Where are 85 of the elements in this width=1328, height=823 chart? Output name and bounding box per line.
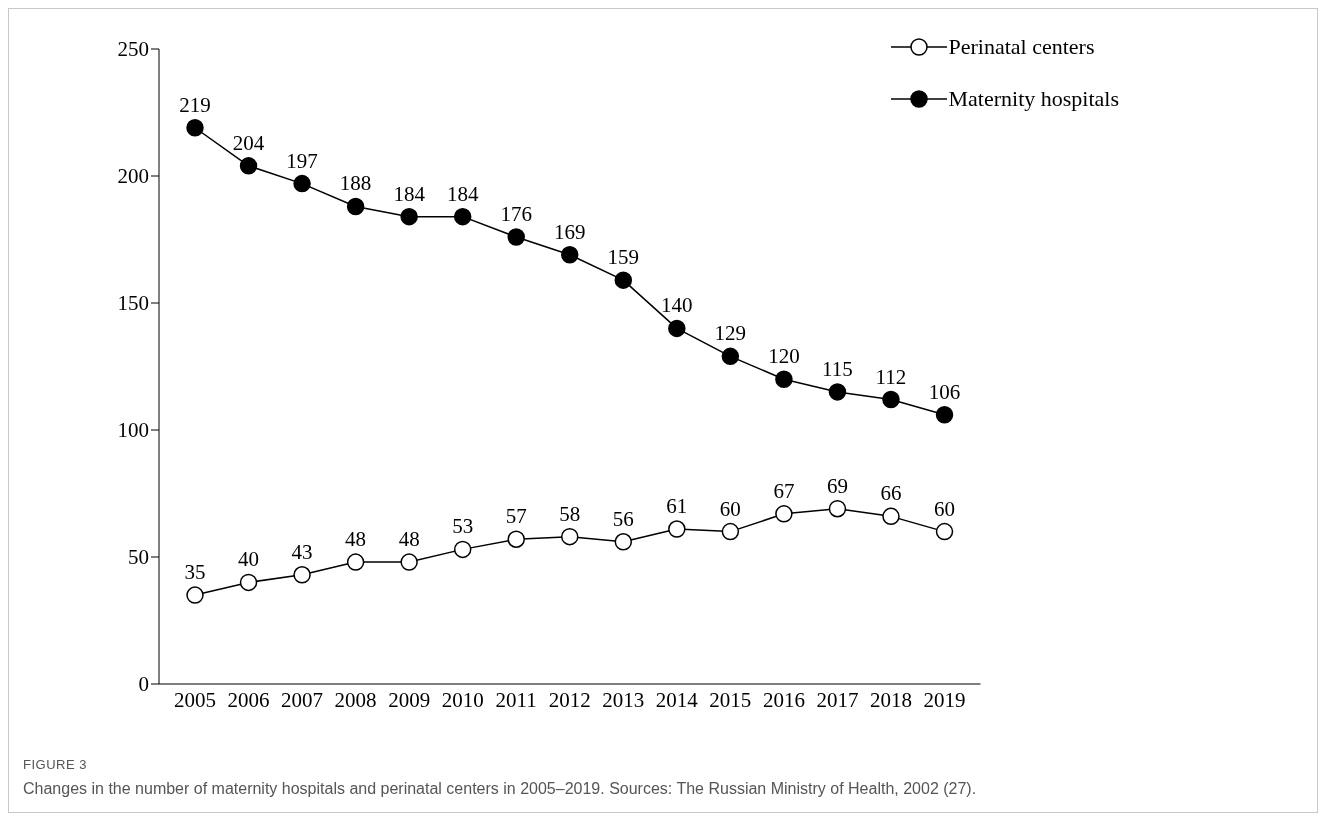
data-label: 56 xyxy=(612,506,634,531)
point xyxy=(453,540,472,559)
data-label: 140 xyxy=(661,293,693,318)
data-label: 61 xyxy=(666,494,688,519)
y-tick-label: 0 xyxy=(138,672,149,697)
x-tick-label: 2018 xyxy=(869,687,912,712)
y-tick-label: 200 xyxy=(117,164,149,189)
point xyxy=(186,118,204,137)
point xyxy=(721,347,740,366)
legend-label: Maternity hospitals xyxy=(948,86,1119,112)
x-tick-label: 2007 xyxy=(281,687,324,712)
point xyxy=(935,406,954,424)
data-label: 60 xyxy=(934,496,956,521)
point xyxy=(614,271,633,289)
point xyxy=(668,319,686,338)
x-tick-label: 2009 xyxy=(388,687,431,712)
point xyxy=(507,228,525,246)
point xyxy=(668,520,686,538)
x-tick-label: 2012 xyxy=(548,687,591,712)
point xyxy=(775,505,793,523)
y-tick-label: 150 xyxy=(117,291,149,316)
data-label: 69 xyxy=(826,473,848,498)
point xyxy=(614,533,633,551)
point xyxy=(828,499,847,518)
data-label: 115 xyxy=(822,356,853,381)
data-label: 58 xyxy=(559,501,581,526)
point xyxy=(775,370,793,388)
data-label: 112 xyxy=(875,364,907,389)
point xyxy=(561,245,579,264)
x-tick-label: 2016 xyxy=(762,687,805,712)
data-label: 169 xyxy=(554,219,586,244)
point xyxy=(293,566,311,584)
x-tick-label: 2019 xyxy=(923,687,966,712)
data-label: 48 xyxy=(398,527,420,552)
y-tick-label: 250 xyxy=(117,37,149,62)
point xyxy=(882,390,900,409)
point xyxy=(882,507,900,526)
caption: FIGURE 3 xyxy=(23,757,88,772)
point xyxy=(721,522,740,541)
data-label: 66 xyxy=(880,481,902,506)
data-label: 120 xyxy=(768,344,800,369)
legend-label: Perinatal centers xyxy=(948,34,1095,60)
y-tick-label: 100 xyxy=(117,418,149,443)
data-label: 159 xyxy=(607,245,640,270)
point xyxy=(400,207,418,226)
data-label: 188 xyxy=(339,171,372,196)
point xyxy=(239,157,258,175)
data-label: 48 xyxy=(345,527,367,552)
data-label: 129 xyxy=(714,321,747,346)
data-label: 106 xyxy=(928,379,961,404)
point xyxy=(507,530,525,548)
data-label: 184 xyxy=(446,181,479,206)
point xyxy=(293,174,311,193)
data-label: 60 xyxy=(719,496,741,521)
y-tick-label: 50 xyxy=(128,545,149,570)
point xyxy=(935,522,954,541)
point xyxy=(561,527,579,546)
data-label: 67 xyxy=(773,478,795,503)
x-tick-label: 2014 xyxy=(655,687,699,712)
data-label: 35 xyxy=(184,560,206,585)
point xyxy=(346,553,365,571)
data-label: 57 xyxy=(505,504,527,529)
data-label: 204 xyxy=(232,130,265,155)
data-label: 43 xyxy=(291,539,313,564)
x-tick-label: 2017 xyxy=(816,687,859,712)
point xyxy=(400,553,418,571)
point xyxy=(828,383,847,401)
data-label: 40 xyxy=(238,547,260,572)
point xyxy=(186,586,204,604)
x-tick-label: 2006 xyxy=(227,687,270,712)
data-label: 176 xyxy=(500,201,532,226)
data-label: 219 xyxy=(179,92,211,117)
data-label: 197 xyxy=(286,148,318,173)
data-label: 53 xyxy=(452,514,474,539)
data-label: 184 xyxy=(393,181,426,206)
point xyxy=(239,573,258,592)
x-tick-label: 2011 xyxy=(495,687,537,712)
x-tick-label: 2015 xyxy=(709,687,752,712)
x-tick-label: 2005 xyxy=(174,687,216,712)
point xyxy=(346,197,365,216)
point xyxy=(453,207,472,226)
x-tick-label: 2013 xyxy=(602,687,645,712)
text: Changes in the number of maternity hospitals and perinatal centers in 2005–2019. Sources: The Russian Ministry of Health, 2002 (27). xyxy=(23,780,977,798)
x-tick-label: 2010 xyxy=(441,687,484,712)
x-tick-label: 2008 xyxy=(334,687,377,712)
